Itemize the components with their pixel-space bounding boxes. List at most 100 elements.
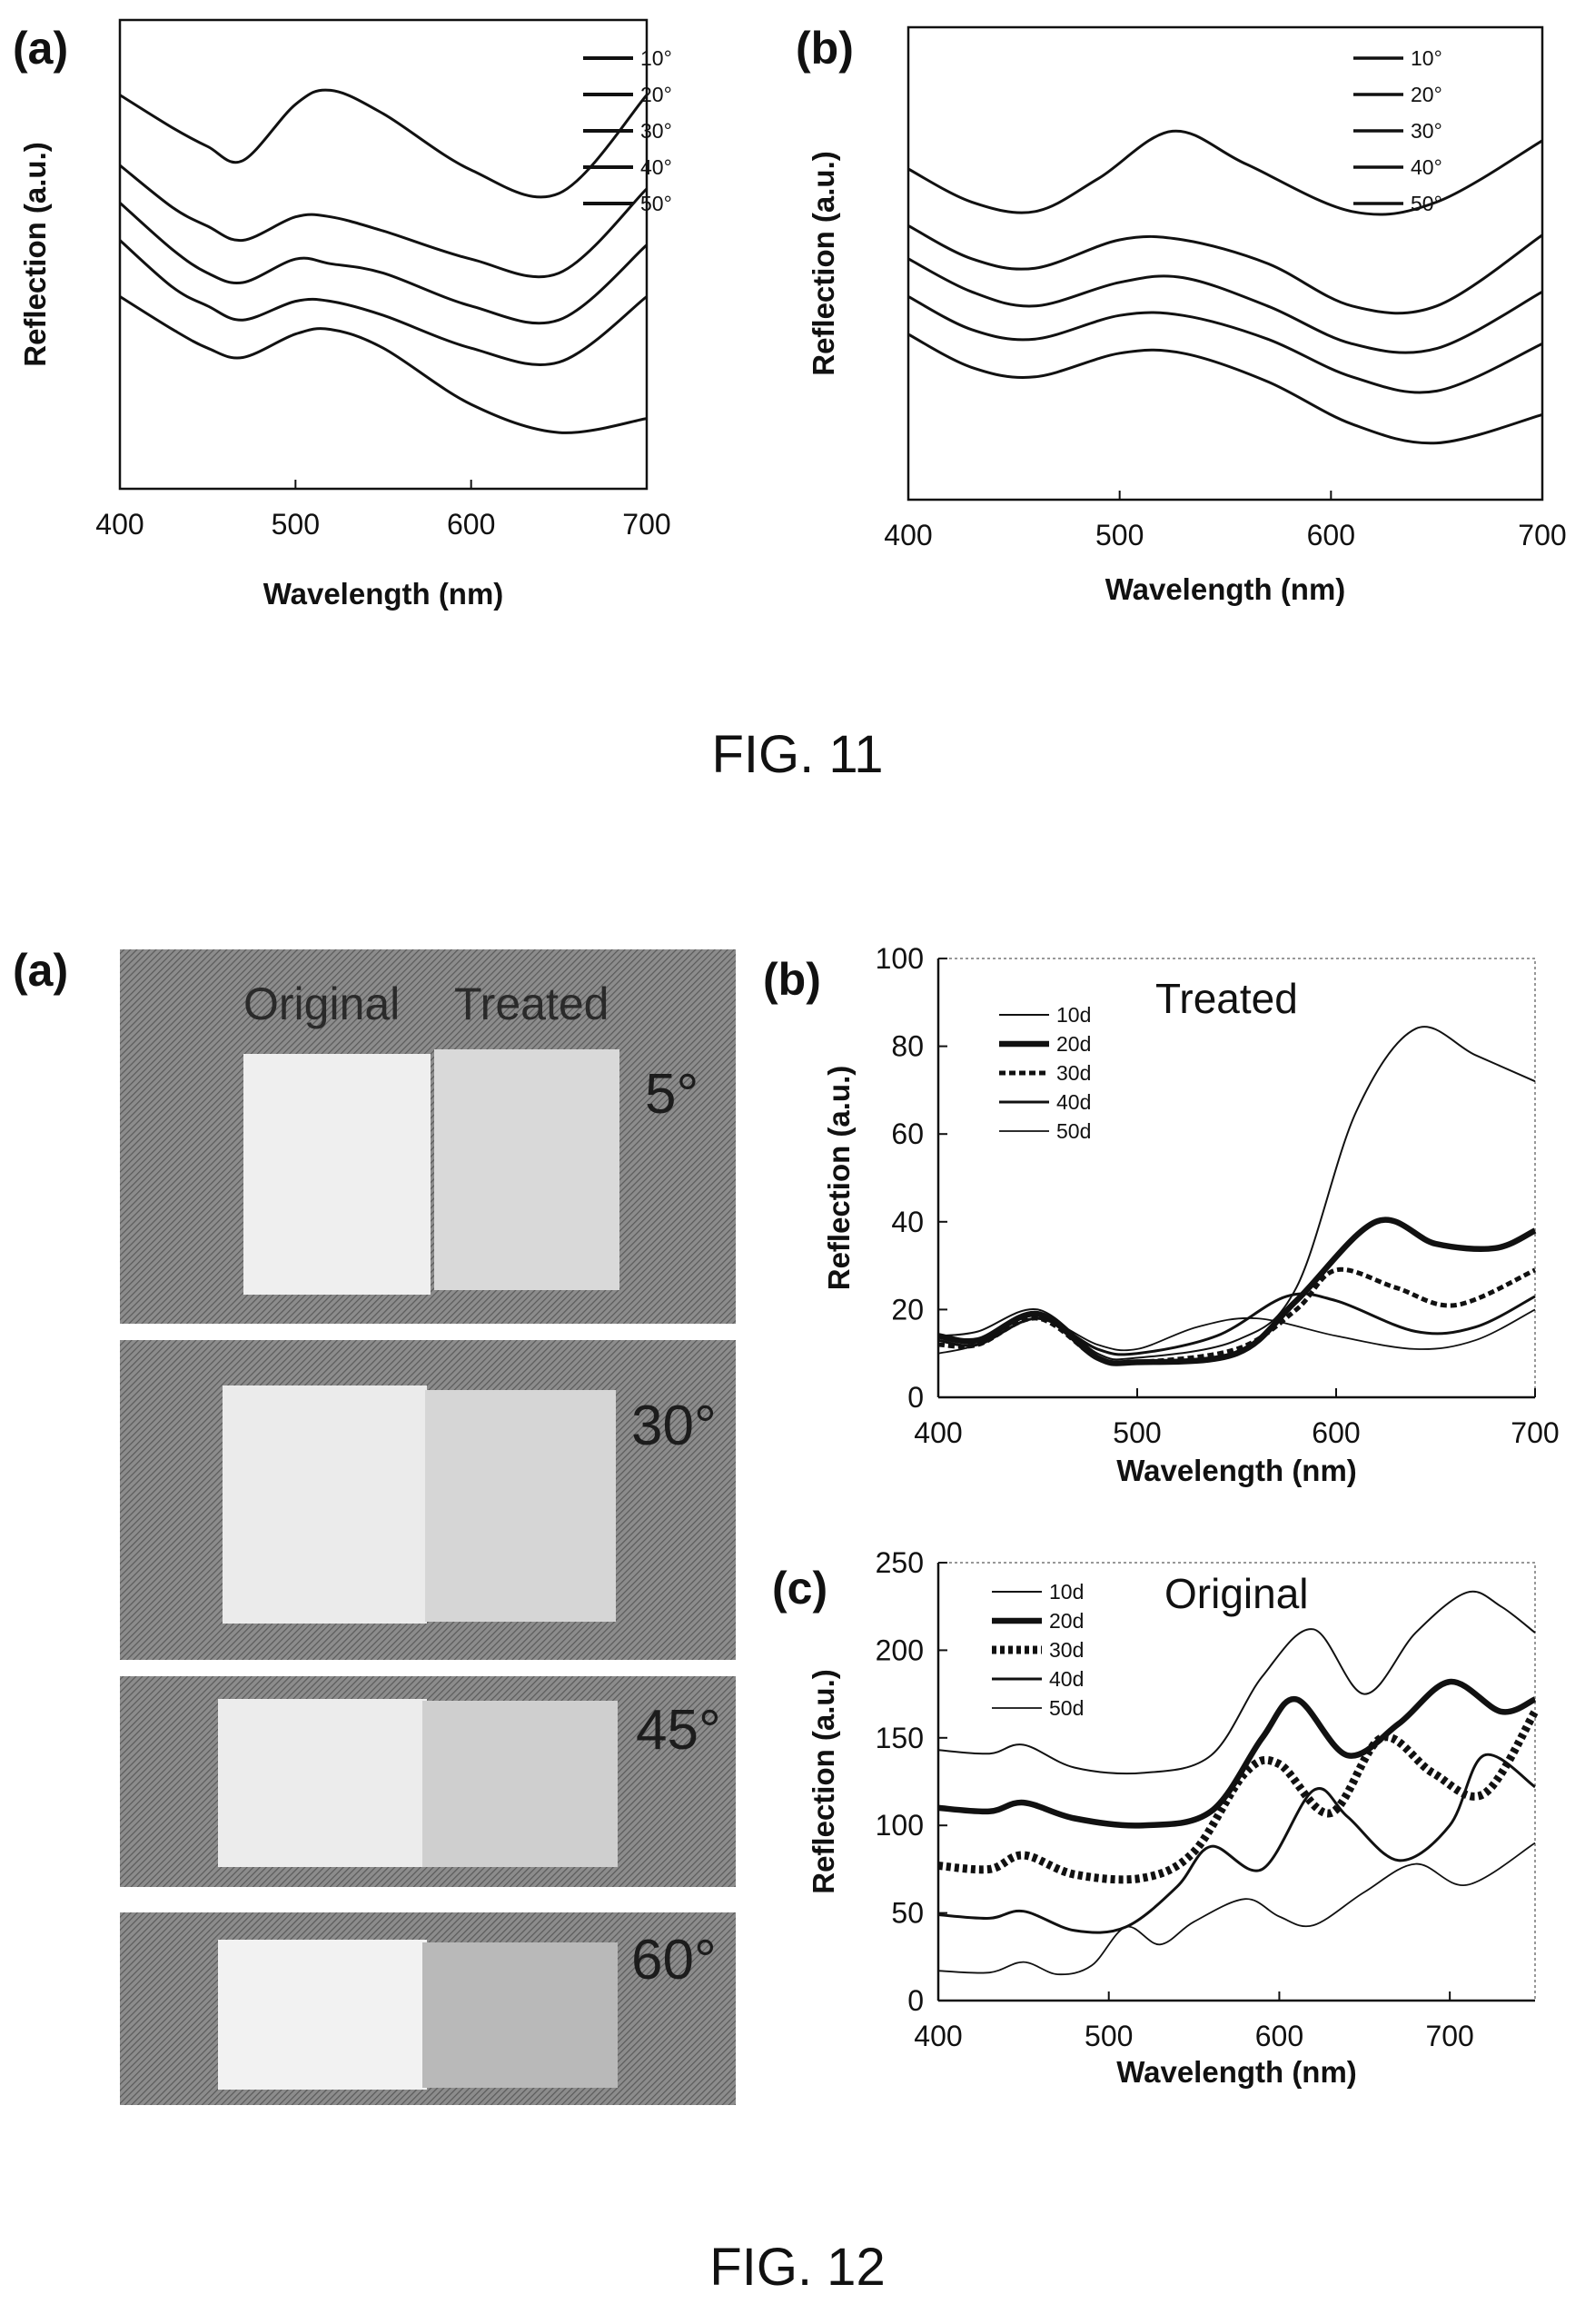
- fig12c-x-axis-title: Wavelength (nm): [1116, 2055, 1357, 2089]
- fig11b-series-line-5: [907, 333, 1543, 445]
- chart-fig12b: 400 500 600 700 0 20 40 60 80 100 Wavelength (nm) R…: [822, 942, 1560, 1487]
- fig11b-legend-label-2: 20°: [1411, 83, 1442, 106]
- fig12c-y-tick-label: 150: [876, 1722, 924, 1754]
- fig12b-series-line-2: [937, 1217, 1537, 1366]
- angle-label-30: 30°: [631, 1395, 717, 1457]
- fig11a-x-tick-label: 700: [622, 508, 670, 541]
- fig11a-series-line-5: [119, 295, 648, 434]
- fig11-caption: FIG. 11: [711, 725, 883, 784]
- chart-fig12c: 400 500 600 700 0 50 100 150 200 250 Wavelength (n…: [807, 1546, 1539, 2089]
- fig11b-legend-label-5: 50°: [1411, 192, 1442, 215]
- fig12b-y-tick-label: 60: [891, 1117, 924, 1150]
- fig11b-x-tick-label: 400: [884, 519, 932, 551]
- photo-5-original-sample: [243, 1054, 431, 1295]
- fig11b-series-line-3: [907, 257, 1543, 354]
- fig11a-x-axis-title: Wavelength (nm): [263, 577, 504, 611]
- fig12c-x-tick-label: 400: [914, 2020, 962, 2052]
- photo-treated-label: Treated: [454, 978, 609, 1029]
- fig11a-legend-label-5: 50°: [640, 192, 672, 215]
- fig12c-series-line-3: [937, 1709, 1539, 1884]
- fig11b-y-axis-title: Reflection (a.u.): [807, 151, 840, 376]
- fig11-panel-a-label: (a): [13, 23, 68, 74]
- fig11a-x-tick-label: 500: [272, 508, 320, 541]
- fig12c-series-line-1: [937, 1590, 1536, 1775]
- fig12c-legend-label-3: 30d: [1049, 1638, 1084, 1662]
- fig12c-y-tick-label: 0: [907, 1984, 924, 2017]
- photo-60-treated-sample: [422, 1942, 618, 2088]
- fig12b-legend-label-1: 10d: [1056, 1003, 1091, 1027]
- fig12c-legend-label-5: 50d: [1049, 1696, 1084, 1720]
- fig12-caption: FIG. 12: [709, 2238, 885, 2297]
- fig12b-y-tick-label: 40: [891, 1206, 924, 1238]
- fig11b-x-axis-title: Wavelength (nm): [1105, 572, 1346, 606]
- fig12c-legend-label-2: 20d: [1049, 1609, 1084, 1633]
- fig11a-legend-label-2: 20°: [640, 83, 672, 106]
- fig12b-series-line-4: [937, 1292, 1536, 1356]
- fig11a-series-line-3: [119, 202, 648, 325]
- fig11b-x-tick-label: 700: [1518, 519, 1566, 551]
- fig11b-series-line-1: [907, 129, 1543, 216]
- fig11b-legend-label-3: 30°: [1411, 119, 1442, 143]
- fig12c-x-tick-label: 700: [1425, 2020, 1473, 2052]
- fig11b-legend-label-4: 40°: [1411, 155, 1442, 179]
- fig11-panel-b-label: (b): [796, 23, 854, 74]
- fig12c-x-tick-label: 500: [1085, 2020, 1133, 2052]
- fig11b-plot-frame: [906, 25, 1544, 502]
- fig12c-y-tick-label: 50: [891, 1897, 924, 1930]
- fig12c-legend-label-4: 40d: [1049, 1667, 1084, 1691]
- photo-45-original-sample: [218, 1699, 427, 1867]
- fig12c-legend-label-1: 10d: [1049, 1580, 1084, 1604]
- fig11b-legend-label-1: 10°: [1411, 46, 1442, 70]
- photo-30-treated-sample: [425, 1390, 616, 1622]
- fig11a-x-tick-label: 600: [447, 508, 495, 541]
- photo-5-treated-sample: [434, 1049, 619, 1290]
- fig11b-x-tick-label: 500: [1095, 519, 1144, 551]
- fig11b-series-line-4: [907, 295, 1543, 394]
- chart-fig11a: 400 500 600 700 Wavelength (nm) Reflection (a…: [18, 18, 672, 611]
- fig12c-y-tick-label: 250: [876, 1546, 924, 1579]
- fig12b-plot-frame: [937, 958, 1536, 1398]
- fig12b-legend-label-4: 40d: [1056, 1090, 1091, 1114]
- fig12-panel-a-label: (a): [13, 945, 68, 996]
- fig12b-x-tick-label: 600: [1312, 1416, 1360, 1449]
- fig11b-x-tick-label: 600: [1307, 519, 1355, 551]
- fig12b-legend-label-5: 50d: [1056, 1119, 1091, 1143]
- photo-60-original-sample: [218, 1940, 427, 2090]
- fig12b-legend-label-2: 20d: [1056, 1032, 1091, 1056]
- fig11a-legend-label-3: 30°: [640, 119, 672, 143]
- fig12b-series-line-1: [937, 1026, 1536, 1361]
- fig12b-series-line-5: [937, 1308, 1536, 1355]
- fig12c-y-tick-label: 200: [876, 1634, 924, 1666]
- fig12b-series-line-3: [937, 1266, 1537, 1366]
- fig12b-x-axis-title: Wavelength (nm): [1116, 1454, 1357, 1487]
- fig11a-series-line-2: [119, 164, 649, 279]
- angle-label-5: 5°: [645, 1063, 698, 1126]
- fig11a-series-line-4: [119, 239, 648, 366]
- fig12c-y-tick-label: 100: [876, 1809, 924, 1842]
- fig12c-series-line-5: [937, 1842, 1536, 1976]
- fig12b-legend-label-3: 30d: [1056, 1061, 1091, 1085]
- fig11a-legend-label-1: 10°: [640, 46, 672, 70]
- fig11a-y-axis-title: Reflection (a.u.): [18, 142, 52, 367]
- fig12-panel-c-title: Original: [1164, 1570, 1309, 1617]
- fig12c-series-line-2: [937, 1678, 1537, 1829]
- fig12-panel-b-label: (b): [763, 954, 821, 1005]
- fig11a-legend-label-4: 40°: [640, 155, 672, 179]
- fig11a-x-tick-label: 400: [95, 508, 144, 541]
- fig12b-y-tick-label: 80: [891, 1030, 924, 1063]
- photo-30-original-sample: [223, 1385, 427, 1624]
- fig12c-y-axis-title: Reflection (a.u.): [807, 1669, 840, 1894]
- fig12b-y-axis-title: Reflection (a.u.): [822, 1066, 856, 1291]
- fig11a-plot-frame: [118, 18, 649, 491]
- fig12-panel-c-label: (c): [772, 1563, 827, 1614]
- fig12b-x-tick-label: 700: [1511, 1416, 1559, 1449]
- angle-label-60: 60°: [631, 1929, 717, 1991]
- fig12b-x-tick-label: 400: [914, 1416, 962, 1449]
- fig12b-y-tick-label: 100: [876, 942, 924, 975]
- fig12-panel-b-title: Treated: [1155, 975, 1298, 1022]
- fig12c-series-line-4: [937, 1753, 1536, 1934]
- fig12b-y-tick-label: 20: [891, 1293, 924, 1326]
- fig12b-x-tick-label: 500: [1113, 1416, 1161, 1449]
- photo-panel: Original Treated 5° 30° 45° 60°: [120, 949, 736, 2105]
